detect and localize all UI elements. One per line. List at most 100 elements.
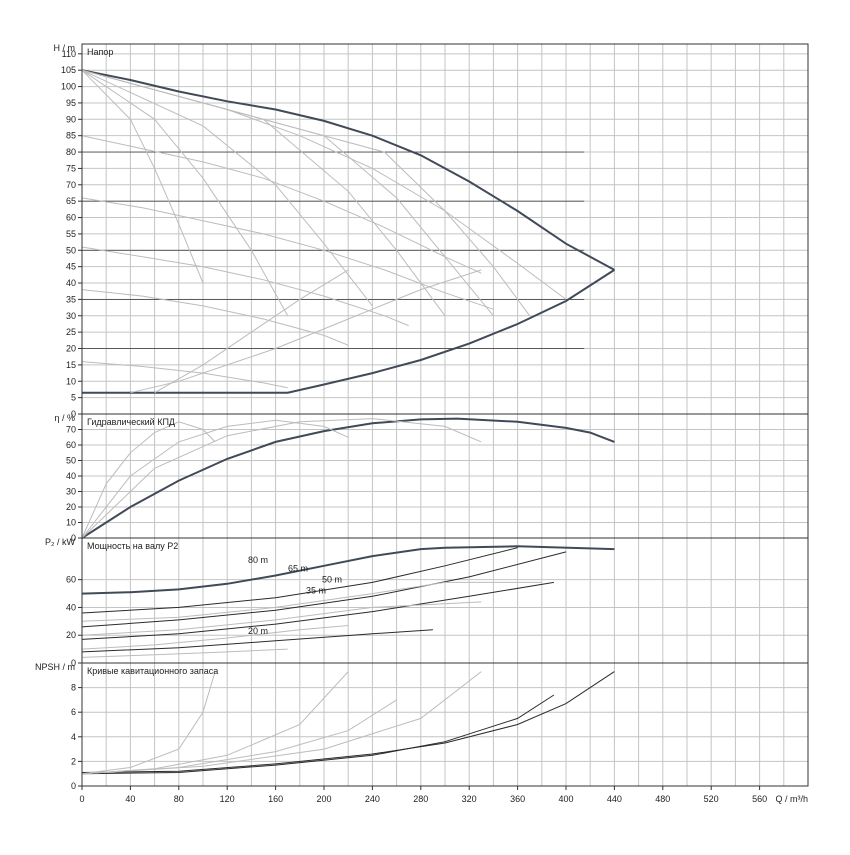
y-tick-label: 15 xyxy=(66,360,76,370)
x-tick-label: 520 xyxy=(704,794,719,804)
y-tick-label: 75 xyxy=(66,163,76,173)
series-line-main xyxy=(81,417,615,539)
y-tick-label: 30 xyxy=(66,487,76,497)
y-tick-label: 80 xyxy=(66,147,76,157)
y-axis-label: P₂ / kW xyxy=(45,537,75,547)
y-tick-label: 90 xyxy=(66,114,76,124)
power-curve-label: 65 m xyxy=(288,563,308,573)
x-tick-label: 240 xyxy=(365,794,380,804)
series-line-main xyxy=(81,629,433,653)
y-tick-label: 25 xyxy=(66,327,76,337)
series-line-speed xyxy=(81,648,288,658)
x-tick-label: 200 xyxy=(316,794,331,804)
series-line-envelope xyxy=(82,269,615,394)
series-line-speed xyxy=(81,289,349,346)
x-tick-label: 480 xyxy=(655,794,670,804)
y-tick-label: 55 xyxy=(66,229,76,239)
series-line-envelope xyxy=(81,545,615,595)
series-line-speed xyxy=(81,246,409,327)
x-tick-label: 400 xyxy=(558,794,573,804)
x-tick-label: 360 xyxy=(510,794,525,804)
y-tick-label: 60 xyxy=(66,440,76,450)
panel-title: Напор xyxy=(87,47,113,57)
series-line-speed xyxy=(81,361,288,389)
panel-title: Гидравлический КПД xyxy=(87,417,175,427)
y-axis-label: NPSH / m xyxy=(35,662,75,672)
power-curve-label: 50 m xyxy=(322,574,342,584)
y-tick-label: 0 xyxy=(71,658,76,668)
y-tick-label: 2 xyxy=(71,756,76,766)
x-axis-label: Q / m³/h xyxy=(775,794,808,804)
series-line-main xyxy=(81,581,554,640)
series-line-speed xyxy=(81,197,494,310)
series-line-speed xyxy=(81,671,482,775)
series-line-speed xyxy=(81,671,216,775)
x-tick-label: 280 xyxy=(413,794,428,804)
chart-frame xyxy=(81,43,809,787)
series-line-main xyxy=(81,547,518,614)
y-tick-label: 5 xyxy=(71,393,76,403)
y-tick-label: 10 xyxy=(66,518,76,528)
y-tick-label: 20 xyxy=(66,630,76,640)
y-tick-label: 0 xyxy=(71,781,76,791)
y-tick-label: 70 xyxy=(66,180,76,190)
series-line-speed xyxy=(81,601,482,636)
y-tick-label: 110 xyxy=(62,49,76,59)
y-tick-label: 0 xyxy=(71,533,76,543)
y-axis-label: η / % xyxy=(54,413,75,423)
x-tick-label: 320 xyxy=(462,794,477,804)
series-line-speed xyxy=(81,418,482,539)
y-tick-label: 40 xyxy=(66,278,76,288)
series-line-speed xyxy=(81,625,349,650)
series-line-efficiency xyxy=(81,69,494,317)
y-tick-label: 6 xyxy=(71,707,76,717)
x-tick-label: 160 xyxy=(268,794,283,804)
y-tick-label: 20 xyxy=(66,344,76,354)
series-line-main xyxy=(81,551,567,628)
series-line-limit xyxy=(130,269,482,394)
x-tick-label: 120 xyxy=(220,794,235,804)
series-line-speed xyxy=(81,419,349,539)
y-tick-label: 50 xyxy=(66,245,76,255)
x-tick-label: 560 xyxy=(752,794,767,804)
series-line-speed xyxy=(81,135,482,274)
y-tick-label: 40 xyxy=(66,602,76,612)
series-line-efficiency xyxy=(81,69,531,317)
series-line-speed xyxy=(81,671,349,775)
panel-title: Кривые кавитационного запаса xyxy=(87,666,218,676)
power-curve-label: 20 m xyxy=(248,626,268,636)
power-curve-label: 35 m xyxy=(306,586,326,596)
y-tick-label: 85 xyxy=(66,131,76,141)
x-tick-label: 80 xyxy=(174,794,184,804)
series-line-speed xyxy=(81,581,542,622)
series-line-main xyxy=(81,694,555,775)
series-line-efficiency xyxy=(81,69,289,317)
y-tick-label: 0 xyxy=(71,409,76,419)
y-tick-label: 60 xyxy=(66,213,76,223)
y-tick-label: 45 xyxy=(66,262,76,272)
y-tick-label: 35 xyxy=(66,294,76,304)
y-tick-label: 105 xyxy=(61,65,76,75)
y-tick-label: 100 xyxy=(61,82,76,92)
y-tick-label: 8 xyxy=(71,683,76,693)
y-tick-label: 50 xyxy=(66,456,76,466)
y-tick-label: 20 xyxy=(66,502,76,512)
y-tick-label: 95 xyxy=(66,98,76,108)
series-line-efficiency xyxy=(81,69,204,284)
power-curve-label: 80 m xyxy=(248,555,268,565)
series-line-envelope xyxy=(81,69,615,271)
y-tick-label: 4 xyxy=(71,732,76,742)
panel-title: Мощность на валу P2 xyxy=(87,541,178,551)
y-axis-label: H / m xyxy=(54,43,76,53)
y-tick-label: 65 xyxy=(66,196,76,206)
series-line-efficiency xyxy=(81,69,373,307)
series-line-speed xyxy=(81,421,216,539)
y-tick-label: 70 xyxy=(66,425,76,435)
y-tick-label: 40 xyxy=(66,471,76,481)
x-tick-label: 440 xyxy=(607,794,622,804)
series-line-limit xyxy=(154,269,349,394)
y-tick-label: 10 xyxy=(66,376,76,386)
y-tick-label: 30 xyxy=(66,311,76,321)
